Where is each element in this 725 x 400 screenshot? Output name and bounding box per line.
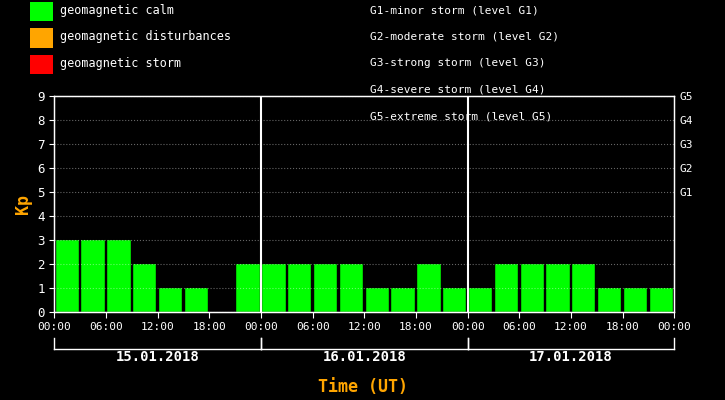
Text: Time (UT): Time (UT) (318, 378, 407, 396)
Text: G1-minor storm (level G1): G1-minor storm (level G1) (370, 6, 539, 16)
Bar (547, 264, 570, 312)
Bar (30, 54, 53, 74)
Bar (30, 28, 53, 48)
Bar (650, 288, 673, 312)
Bar (81, 240, 104, 312)
Bar (365, 288, 389, 312)
Bar (107, 240, 130, 312)
Text: G4-severe storm (level G4): G4-severe storm (level G4) (370, 85, 545, 95)
Bar (392, 288, 415, 312)
Text: G2-moderate storm (level G2): G2-moderate storm (level G2) (370, 32, 559, 42)
Bar (159, 288, 182, 312)
Bar (521, 264, 544, 312)
Bar (133, 264, 157, 312)
Bar (443, 288, 466, 312)
Bar (494, 264, 518, 312)
Text: G5-extreme storm (level G5): G5-extreme storm (level G5) (370, 111, 552, 121)
Bar (418, 264, 441, 312)
Bar (262, 264, 286, 312)
Bar (288, 264, 311, 312)
Bar (572, 264, 595, 312)
Bar (30, 2, 53, 21)
Text: geomagnetic calm: geomagnetic calm (60, 4, 174, 17)
Text: geomagnetic storm: geomagnetic storm (60, 57, 181, 70)
Y-axis label: Kp: Kp (14, 194, 32, 214)
Bar (598, 288, 621, 312)
Bar (314, 264, 337, 312)
Text: geomagnetic disturbances: geomagnetic disturbances (60, 30, 231, 44)
Bar (185, 288, 208, 312)
Bar (624, 288, 647, 312)
Bar (56, 240, 79, 312)
Text: 15.01.2018: 15.01.2018 (116, 350, 199, 364)
Text: 16.01.2018: 16.01.2018 (323, 350, 406, 364)
Bar (469, 288, 492, 312)
Text: G3-strong storm (level G3): G3-strong storm (level G3) (370, 58, 545, 68)
Bar (340, 264, 363, 312)
Text: 17.01.2018: 17.01.2018 (529, 350, 613, 364)
Bar (236, 264, 260, 312)
